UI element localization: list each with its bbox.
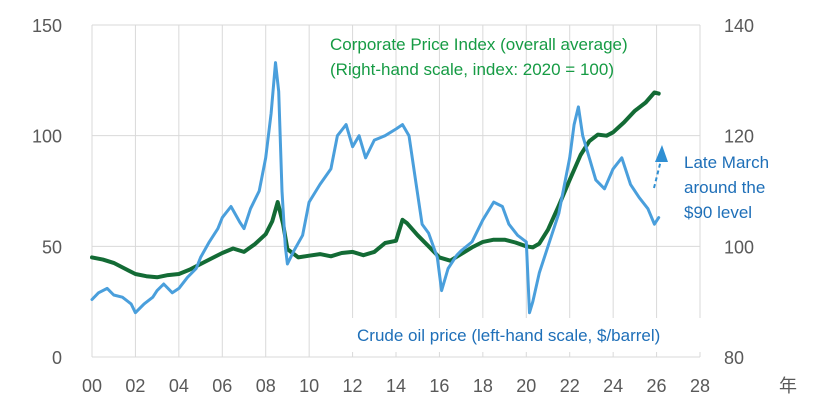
oil-label-line-1: Crude oil price (left-hand scale, $/barr… xyxy=(357,326,660,345)
right-tick-label: 80 xyxy=(724,348,744,368)
left-tick-label: 100 xyxy=(32,127,62,147)
annotation-late-march: Late March around the $90 level xyxy=(653,145,769,222)
cpi-label-line-2: (Right-hand scale, index: 2020 = 100) xyxy=(330,60,614,79)
cpi-label-line-1: Corporate Price Index (overall average) xyxy=(330,35,628,54)
right-tick-label: 140 xyxy=(724,16,754,36)
annotation-arrowhead xyxy=(655,145,668,162)
left-axis-ticks: 0 50 100 150 xyxy=(32,16,62,368)
series-line-oil xyxy=(90,61,661,315)
gridlines xyxy=(91,24,701,358)
right-axis-ticks: 80 100 120 140 xyxy=(724,16,754,368)
left-tick-label: 150 xyxy=(32,16,62,36)
x-tick-label: 20 xyxy=(516,376,536,396)
x-tick-label: 04 xyxy=(169,376,189,396)
x-tick-label: 16 xyxy=(429,376,449,396)
x-tick-label: 22 xyxy=(560,376,580,396)
x-tick-label: 28 xyxy=(690,376,710,396)
left-tick-label: 50 xyxy=(42,237,62,257)
cpi-series-label: Corporate Price Index (overall average) … xyxy=(330,35,628,79)
x-tick-label: 08 xyxy=(256,376,276,396)
annotation-line-2: around the xyxy=(684,178,765,197)
right-tick-label: 120 xyxy=(724,127,754,147)
x-tick-label: 00 xyxy=(82,376,102,396)
left-tick-label: 0 xyxy=(52,348,62,368)
x-tick-label: 10 xyxy=(299,376,319,396)
right-tick-label: 100 xyxy=(724,237,754,257)
x-unit-label: 年 xyxy=(779,376,797,396)
annotation-line-1: Late March xyxy=(684,153,769,172)
x-tick-label: 02 xyxy=(125,376,145,396)
x-tick-label: 14 xyxy=(386,376,406,396)
x-axis-ticks: 00 02 04 06 08 10 12 14 16 18 20 22 24 26 28 xyxy=(82,376,710,396)
annotation-arrow xyxy=(653,159,662,189)
annotation-line-3: $90 level xyxy=(684,203,752,222)
x-tick-label: 18 xyxy=(473,376,493,396)
x-tick-label: 24 xyxy=(603,376,623,396)
x-tick-label: 12 xyxy=(343,376,363,396)
x-tick-label: 26 xyxy=(647,376,667,396)
oil-series-label: Crude oil price (left-hand scale, $/barr… xyxy=(346,318,724,352)
x-tick-label: 06 xyxy=(212,376,232,396)
